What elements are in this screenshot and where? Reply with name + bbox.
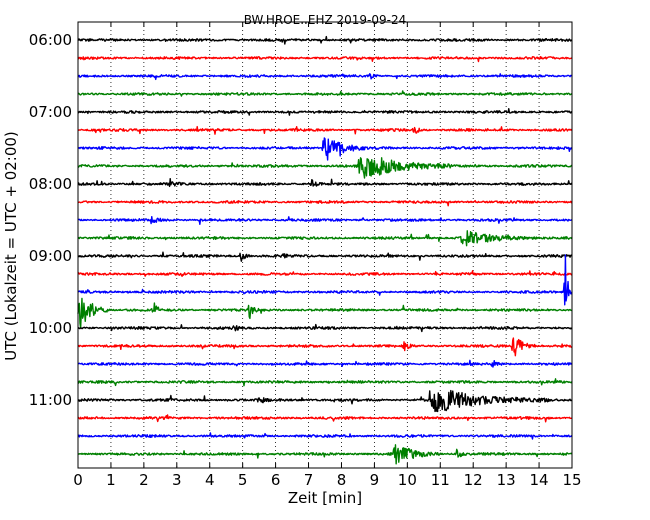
x-tick-label-1: 1 [106, 471, 116, 489]
trace-1145 [77, 444, 573, 465]
trace-1100 [77, 389, 573, 413]
trace-1045 [77, 378, 573, 387]
trace-0615 [77, 56, 573, 63]
x-tick-label-12: 12 [464, 471, 483, 489]
trace-0930 [77, 254, 573, 306]
trace-0630 [77, 73, 573, 81]
x-tick-label-3: 3 [172, 471, 182, 489]
x-tick-label-15: 15 [562, 471, 581, 489]
y-tick-label-1100: 11:00 [29, 391, 72, 409]
trace-0845 [77, 230, 573, 247]
x-tick-label-2: 2 [139, 471, 149, 489]
trace-0800 [77, 178, 573, 188]
x-tick-label-4: 4 [205, 471, 215, 489]
y-axis-label: UTC (Lokalzeit = UTC + 02:00) [2, 131, 20, 361]
trace-0915 [77, 270, 573, 278]
trace-0730 [77, 137, 573, 161]
x-axis-ticks: 0 1 2 3 4 5 6 7 8 9 10 11 12 13 14 15 [73, 22, 582, 489]
y-tick-label-0900: 09:00 [29, 247, 72, 265]
y-axis-ticks: 06:00 07:00 08:00 09:00 10:00 11:00 [29, 31, 572, 409]
x-tick-label-5: 5 [238, 471, 248, 489]
trace-0645 [77, 90, 573, 97]
y-tick-label-0800: 08:00 [29, 175, 72, 193]
x-tick-label-6: 6 [271, 471, 281, 489]
x-tick-label-14: 14 [530, 471, 549, 489]
y-tick-label-0600: 06:00 [29, 31, 72, 49]
x-axis-label: Zeit [min] [288, 489, 362, 507]
trace-0715 [77, 125, 573, 135]
trace-0815 [77, 199, 573, 207]
x-tick-label-13: 13 [497, 471, 516, 489]
x-tick-label-7: 7 [304, 471, 314, 489]
trace-0945 [77, 297, 573, 329]
x-tick-label-0: 0 [73, 471, 83, 489]
x-tick-label-11: 11 [431, 471, 450, 489]
x-tick-label-8: 8 [337, 471, 347, 489]
trace-1115 [77, 414, 573, 423]
chart-title: BW.HROE..EHZ 2019-09-24 [244, 13, 407, 27]
y-tick-label-0700: 07:00 [29, 103, 72, 121]
trace-1130 [77, 432, 573, 440]
trace-1000 [77, 323, 573, 333]
trace-0700 [77, 108, 573, 116]
trace-1030 [77, 359, 573, 368]
seismogram-traces [77, 35, 573, 465]
trace-0600 [77, 35, 573, 45]
trace-0830 [77, 216, 573, 226]
trace-0900 [77, 251, 573, 262]
x-tick-label-10: 10 [398, 471, 417, 489]
x-tick-label-9: 9 [370, 471, 380, 489]
trace-0745 [77, 157, 573, 179]
trace-1015 [77, 337, 573, 357]
y-tick-label-1000: 10:00 [29, 319, 72, 337]
plot-frame [77, 21, 573, 469]
